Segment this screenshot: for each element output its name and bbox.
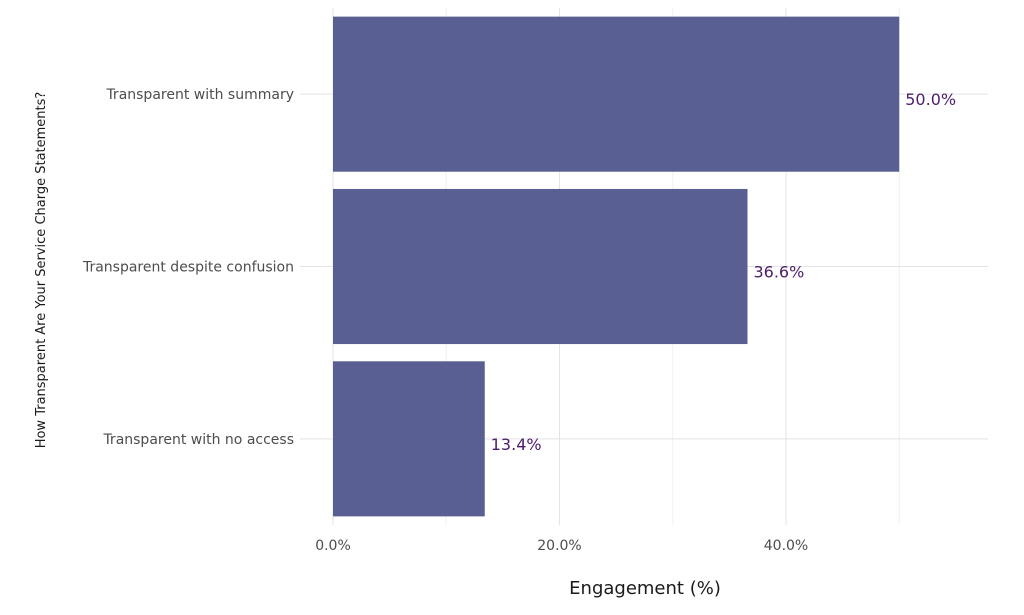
data-label: 36.6% [753,263,804,282]
x-tick-labels: 0.0% 20.0% 40.0% [315,538,808,554]
x-tick-label: 20.0% [537,538,581,554]
bar [333,16,900,172]
data-label: 13.4% [491,435,542,454]
bar [333,188,748,345]
x-tick-label: 0.0% [315,538,351,554]
data-label: 50.0% [905,90,956,109]
x-axis-title: Engagement (%) [569,578,721,599]
category-label: Transparent with summary [105,87,294,103]
category-label: Transparent despite confusion [82,260,294,276]
category-labels: Transparent with summary Transparent desp… [82,87,294,448]
x-tick-label: 40.0% [764,538,808,554]
bar [333,361,485,517]
bars [333,16,900,517]
category-label: Transparent with no access [102,432,294,448]
data-labels: 50.0% 36.6% 13.4% [491,90,956,454]
y-axis-title: How Transparent Are Your Service Charge … [34,92,49,449]
